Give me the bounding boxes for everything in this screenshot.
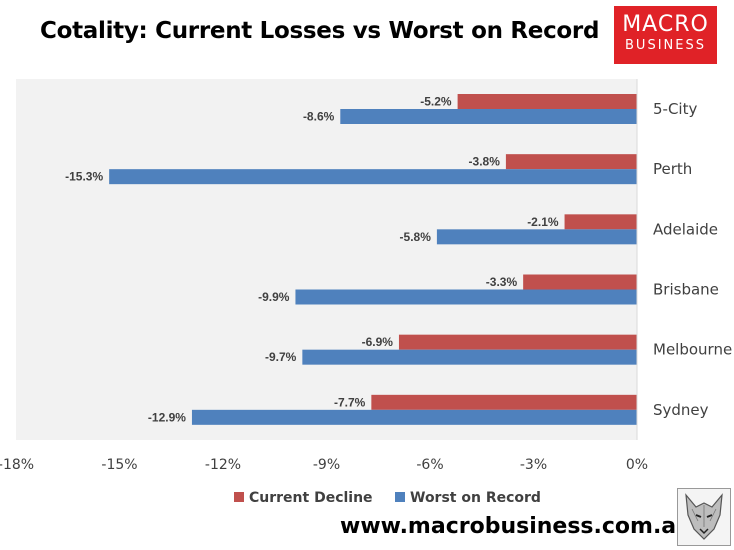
data-label: -15.3% [65, 170, 103, 184]
bar-worst-on-record-sydney [191, 409, 637, 425]
bar-worst-on-record-melbourne [302, 349, 637, 365]
category-label: 5-City [653, 100, 697, 118]
category-label: Sydney [653, 401, 709, 419]
data-label: -5.8% [400, 230, 432, 244]
legend-label: Worst on Record [410, 490, 541, 506]
macrobusiness-logo: MACRO BUSINESS [614, 6, 717, 64]
data-label: -5.2% [420, 95, 452, 109]
data-label: -12.9% [148, 410, 186, 424]
logo-line-2: BUSINESS [625, 38, 706, 53]
x-tick-label: -6% [416, 457, 443, 473]
data-label: -9.7% [265, 350, 297, 364]
bar-current-decline-5-city [457, 94, 637, 109]
plot-area [16, 79, 637, 440]
website-url[interactable]: www.macrobusiness.com.au [340, 514, 692, 539]
data-label: -6.9% [362, 335, 394, 349]
legend-swatch [234, 492, 244, 502]
data-label: -2.1% [527, 215, 559, 229]
chart-title: Cotality: Current Losses vs Worst on Rec… [40, 18, 600, 44]
data-label: -7.7% [334, 395, 366, 409]
bar-current-decline-adelaide [564, 214, 637, 230]
bar-worst-on-record-5-city [340, 109, 637, 124]
category-label: Perth [653, 160, 692, 178]
bar-current-decline-melbourne [398, 334, 637, 350]
x-tick-label: -15% [101, 457, 137, 473]
bar-current-decline-perth [505, 154, 637, 170]
category-label: Brisbane [653, 281, 719, 299]
x-tick-label: -3% [520, 457, 547, 473]
bar-current-decline-sydney [371, 394, 637, 410]
category-label: Melbourne [653, 341, 732, 359]
wolf-logo-icon [677, 488, 731, 546]
bar-worst-on-record-adelaide [436, 229, 637, 245]
bar-worst-on-record-brisbane [295, 289, 637, 305]
legend-swatch [395, 492, 405, 502]
data-label: -9.9% [258, 290, 290, 304]
x-tick-label: -9% [313, 457, 340, 473]
legend-label: Current Decline [249, 490, 373, 506]
data-label: -3.8% [469, 155, 501, 169]
logo-line-1: MACRO [622, 12, 709, 37]
data-label: -3.3% [486, 275, 518, 289]
bar-current-decline-brisbane [523, 274, 637, 290]
category-label: Adelaide [653, 220, 718, 238]
data-label: -8.6% [303, 110, 335, 124]
x-tick-label: -18% [0, 457, 34, 473]
bar-worst-on-record-perth [109, 169, 637, 185]
x-tick-label: -12% [205, 457, 241, 473]
x-tick-label: 0% [626, 457, 648, 473]
